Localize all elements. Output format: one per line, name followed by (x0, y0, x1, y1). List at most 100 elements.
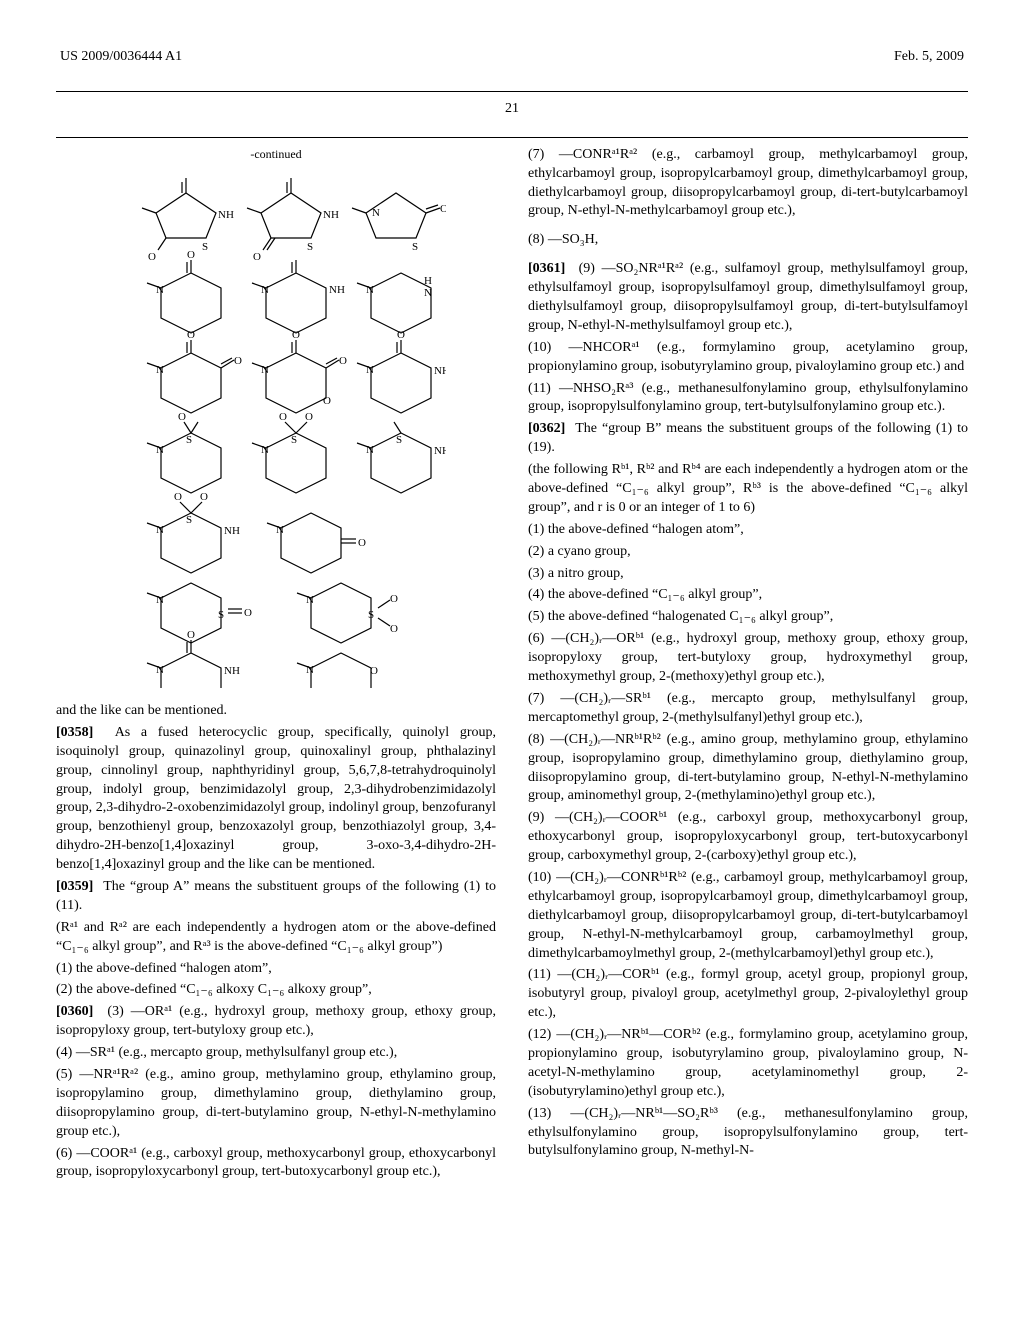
left-column: -continued NH S O NH (56, 146, 496, 1186)
para-0362b: (the following Rᵇ¹, Rᵇ² and Rᵇ⁴ are each… (528, 461, 968, 518)
svg-text:O: O (187, 629, 195, 641)
svg-text:S: S (307, 241, 313, 253)
svg-text:O: O (148, 251, 156, 263)
b-item-13: (13) —(CH₂)ᵣ—NRᵇ¹—SO₂Rᵇ³ (e.g., methanes… (528, 1105, 968, 1162)
svg-text:O: O (244, 607, 252, 619)
para-0359b: (Rᵃ¹ and Rᵃ² are each independently a hy… (56, 919, 496, 957)
svg-text:N: N (276, 524, 284, 536)
svg-text:NH: NH (434, 445, 446, 457)
para-num: [0358] (56, 725, 93, 740)
para-num: [0362] (528, 421, 565, 436)
svg-text:N: N (306, 664, 314, 676)
svg-text:S: S (186, 434, 192, 446)
svg-text:O: O (370, 665, 378, 677)
svg-text:S: S (218, 609, 224, 621)
para-0362: [0362] The “group B” means the substitue… (528, 420, 968, 458)
svg-text:N: N (156, 664, 164, 676)
svg-text:O: O (253, 251, 261, 263)
para-0358: [0358] As a fused heterocyclic group, sp… (56, 724, 496, 875)
svg-text:N: N (261, 444, 269, 456)
svg-text:N: N (366, 444, 374, 456)
svg-text:S: S (412, 241, 418, 253)
svg-text:O: O (440, 203, 446, 215)
page-number: 21 (56, 100, 968, 119)
pub-number: US 2009/0036444 A1 (60, 48, 182, 67)
svg-text:NH: NH (218, 209, 234, 221)
continued-label: -continued (56, 146, 496, 162)
svg-text:N: N (366, 284, 374, 296)
b-item-10: (10) —(CH₂)ᵣ—CONRᵇ¹Rᵇ² (e.g., carbamoyl … (528, 869, 968, 963)
para-0360: [0360] (3) —ORᵃ¹ (e.g., hydroxyl group, … (56, 1003, 496, 1041)
svg-text:S: S (291, 434, 297, 446)
b-item-3: (3) a nitro group, (528, 565, 968, 584)
svg-text:O: O (292, 329, 300, 341)
para-body: As a fused heterocyclic group, specifica… (56, 725, 496, 872)
svg-text:NH: NH (224, 525, 240, 537)
svg-text:NH: NH (329, 284, 345, 296)
para-body: The “group A” means the substituent grou… (56, 879, 496, 913)
b-item-12: (12) —(CH₂)ᵣ—NRᵇ¹—CORᵇ² (e.g., formylami… (528, 1026, 968, 1102)
a-item-5: (5) —NRᵃ¹Rᵃ² (e.g., amino group, methyla… (56, 1066, 496, 1142)
svg-text:N: N (156, 524, 164, 536)
a-item-6: (6) —COORᵃ¹ (e.g., carboxyl group, metho… (56, 1145, 496, 1183)
svg-text:O: O (187, 329, 195, 341)
svg-text:O: O (178, 411, 186, 423)
svg-text:O: O (279, 411, 287, 423)
pub-date: Feb. 5, 2009 (894, 48, 964, 67)
svg-text:H: H (424, 275, 432, 287)
two-column-layout: -continued NH S O NH (56, 146, 968, 1186)
svg-text:S: S (368, 609, 374, 621)
para-0361: [0361] (9) —SO₂NRᵃ¹Rᵃ² (e.g., sulfamoyl … (528, 260, 968, 336)
b-item-9: (9) —(CH₂)ᵣ—COORᵇ¹ (e.g., carboxyl group… (528, 809, 968, 866)
para-body: (3) —ORᵃ¹ (e.g., hydroxyl group, methoxy… (56, 1004, 496, 1038)
a-item-4: (4) —SRᵃ¹ (e.g., mercapto group, methyls… (56, 1044, 496, 1063)
para-num: [0361] (528, 261, 565, 276)
b-item-7: (7) —(CH₂)ᵣ—SRᵇ¹ (e.g., mercapto group, … (528, 690, 968, 728)
b-item-11: (11) —(CH₂)ᵣ—CORᵇ¹ (e.g., formyl group, … (528, 966, 968, 1023)
svg-text:O: O (200, 491, 208, 503)
svg-text:O: O (390, 593, 398, 605)
svg-text:S: S (396, 434, 402, 446)
svg-text:O: O (358, 537, 366, 549)
svg-text:O: O (305, 411, 313, 423)
b-item-1: (1) the above-defined “halogen atom”, (528, 521, 968, 540)
svg-text:O: O (390, 623, 398, 635)
text-after-svg: and the like can be mentioned. (56, 702, 496, 721)
header-rule (56, 91, 968, 92)
right-column: (7) —CONRᵃ¹Rᵃ² (e.g., carbamoyl group, m… (528, 146, 968, 1186)
svg-text:NH: NH (323, 209, 339, 221)
a-item-2: (2) the above-defined “C₁₋₆ alkoxy C₁₋₆ … (56, 981, 496, 1000)
a-item-10: (10) —NHCORᵃ¹ (e.g., formylamino group, … (528, 339, 968, 377)
svg-text:N: N (156, 594, 164, 606)
chemical-structures: NH S O NH S O (56, 168, 496, 688)
a-item-7: (7) —CONRᵃ¹Rᵃ² (e.g., carbamoyl group, m… (528, 146, 968, 222)
page-header: US 2009/0036444 A1 Feb. 5, 2009 (56, 48, 968, 67)
b-item-5: (5) the above-defined “halogenated C₁₋₆ … (528, 608, 968, 627)
svg-text:S: S (186, 514, 192, 526)
para-num: [0360] (56, 1004, 93, 1019)
svg-text:N: N (156, 364, 164, 376)
structures-svg: NH S O NH S O (106, 168, 446, 688)
subheader-rule (56, 137, 968, 138)
svg-text:N: N (372, 207, 380, 219)
svg-text:N: N (366, 364, 374, 376)
para-body: The “group B” means the substituent grou… (528, 421, 968, 455)
b-item-6: (6) —(CH₂)ᵣ—ORᵇ¹ (e.g., hydroxyl group, … (528, 630, 968, 687)
svg-text:O: O (174, 491, 182, 503)
svg-text:N: N (424, 287, 432, 299)
para-num: [0359] (56, 879, 93, 894)
para-0359: [0359] The “group A” means the substitue… (56, 878, 496, 916)
svg-text:NH: NH (434, 365, 446, 377)
svg-text:O: O (339, 355, 347, 367)
svg-text:O: O (234, 355, 242, 367)
b-item-4: (4) the above-defined “C₁₋₆ alkyl group”… (528, 586, 968, 605)
svg-text:N: N (306, 594, 314, 606)
a-item-11: (11) —NHSO₂Rᵃ³ (e.g., methanesulfonylami… (528, 380, 968, 418)
svg-text:NH: NH (224, 665, 240, 677)
para-body: (9) —SO₂NRᵃ¹Rᵃ² (e.g., sulfamoyl group, … (528, 261, 968, 333)
a-item-8: (8) —SO₃H, (528, 231, 968, 250)
a-item-1: (1) the above-defined “halogen atom”, (56, 960, 496, 979)
svg-text:N: N (261, 364, 269, 376)
b-item-8: (8) —(CH₂)ᵣ—NRᵇ¹Rᵇ² (e.g., amino group, … (528, 731, 968, 807)
svg-text:S: S (202, 241, 208, 253)
